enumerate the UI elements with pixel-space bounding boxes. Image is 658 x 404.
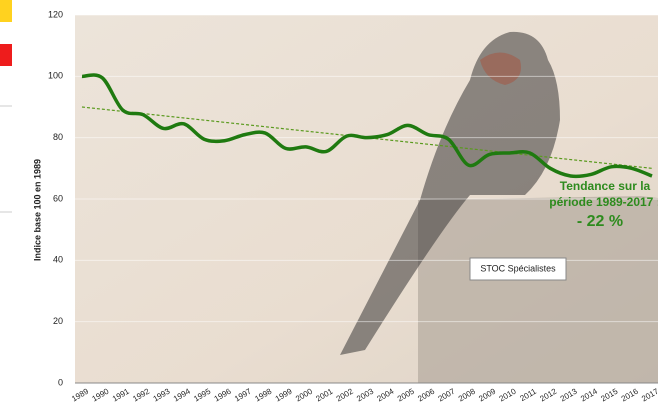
x-tick-label: 2015 bbox=[599, 386, 619, 403]
y-tick-label: 60 bbox=[53, 193, 63, 203]
x-tick-label: 1992 bbox=[131, 386, 151, 403]
x-tick-label: 2008 bbox=[457, 386, 477, 403]
x-tick-label: 2016 bbox=[620, 386, 640, 403]
y-tick-label: 40 bbox=[53, 255, 63, 265]
x-tick-label: 2006 bbox=[416, 386, 436, 403]
x-tick-label: 2000 bbox=[294, 386, 314, 403]
annotation: Tendance sur la bbox=[560, 179, 651, 193]
x-tick-label: 2002 bbox=[335, 386, 355, 403]
y-tick-label: 120 bbox=[48, 9, 63, 19]
y-tick-label: 20 bbox=[53, 316, 63, 326]
x-tick-label: 2014 bbox=[579, 386, 599, 403]
x-tick-label: 1990 bbox=[90, 386, 110, 403]
x-tick-label: 1995 bbox=[192, 386, 212, 403]
x-tick-label: 2003 bbox=[355, 386, 375, 403]
side-tab bbox=[0, 44, 12, 66]
annotation: période 1989-2017 : bbox=[549, 195, 658, 209]
x-tick-label: 1991 bbox=[111, 386, 131, 403]
y-axis-title: Indice base 100 en 1989 bbox=[32, 159, 42, 261]
x-tick-label: 2009 bbox=[477, 386, 497, 403]
x-tick-label: 2011 bbox=[519, 386, 539, 403]
x-tick-label: 2004 bbox=[375, 386, 395, 403]
x-tick-label: 2007 bbox=[437, 386, 457, 403]
x-tick-label: 2013 bbox=[559, 386, 579, 403]
legend-label: STOC Spécialistes bbox=[480, 263, 556, 273]
x-tick-label: 1989 bbox=[70, 386, 90, 403]
y-tick-label: 0 bbox=[58, 377, 63, 387]
legend: STOC Spécialistes bbox=[470, 258, 566, 280]
x-tick-label: 2005 bbox=[396, 386, 416, 403]
x-tick-label: 1998 bbox=[253, 386, 273, 403]
y-tick-label: 80 bbox=[53, 132, 63, 142]
x-tick-label: 1999 bbox=[274, 386, 294, 403]
annotation: - 22 % bbox=[577, 213, 623, 230]
x-tick-label: 2017 bbox=[640, 386, 658, 403]
x-tick-label: 1996 bbox=[213, 386, 233, 403]
x-tick-label: 2010 bbox=[498, 386, 518, 403]
y-tick-label: 100 bbox=[48, 71, 63, 81]
x-tick-label: 1994 bbox=[172, 386, 192, 403]
x-tick-label: 1997 bbox=[233, 386, 253, 403]
x-tick-label: 2001 bbox=[314, 386, 334, 403]
chart: Indice base 100 en 1989 0 20 40 60 80 100 120 1… bbox=[0, 0, 658, 404]
x-tick-label: 1993 bbox=[152, 386, 172, 403]
side-tab bbox=[0, 0, 12, 22]
x-tick-label: 2012 bbox=[538, 386, 558, 403]
